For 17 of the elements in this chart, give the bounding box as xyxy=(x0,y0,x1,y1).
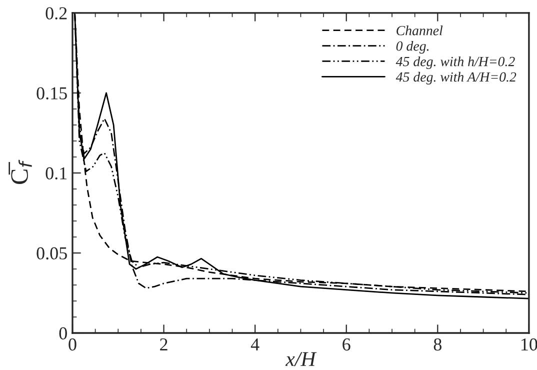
x-tick-label: 4 xyxy=(250,338,260,350)
y-tick-label: 0.1 xyxy=(46,167,67,180)
legend-label: 45 deg. with A/H=0.2 xyxy=(396,72,516,85)
x-axis-title: x/H xyxy=(285,352,317,366)
x-tick-label: 6 xyxy=(342,338,350,351)
y-tick-label: 0.05 xyxy=(36,247,67,260)
x-tick-label: 2 xyxy=(160,338,168,350)
y-tick-label: 0.15 xyxy=(36,87,67,100)
y-tick-label: 0 xyxy=(59,327,67,340)
y-axis-title: C̅$_{f}$ xyxy=(8,160,32,184)
legend-label: 45 deg. with h/H=0.2 xyxy=(396,56,515,70)
legend-label: 0 deg. xyxy=(396,40,429,54)
y-tick-label: 0.2 xyxy=(46,7,67,20)
x-tick-label: 10 xyxy=(522,338,537,351)
legend-label: Channel xyxy=(396,26,443,36)
x-tick-label: 8 xyxy=(434,338,442,351)
x-tick-label: 0 xyxy=(68,338,76,351)
